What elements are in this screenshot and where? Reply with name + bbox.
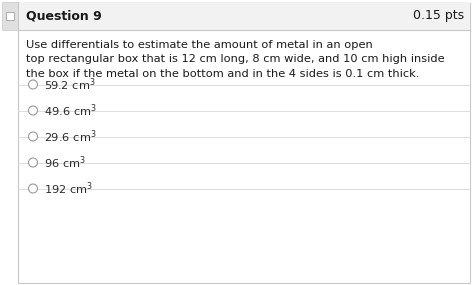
FancyBboxPatch shape [18,3,470,283]
Circle shape [28,132,37,141]
Circle shape [28,106,37,115]
Text: $\mathregular{59.2\ cm^{3}}$: $\mathregular{59.2\ cm^{3}}$ [44,76,96,93]
Text: $\mathregular{96\ cm^{3}}$: $\mathregular{96\ cm^{3}}$ [44,154,86,171]
Circle shape [28,184,37,193]
Text: Use differentials to estimate the amount of metal in an open: Use differentials to estimate the amount… [26,40,373,50]
FancyBboxPatch shape [18,2,470,30]
Text: Question 9: Question 9 [26,9,102,23]
Text: 0.15 pts: 0.15 pts [413,9,464,23]
FancyBboxPatch shape [2,2,18,30]
Text: $\mathregular{29.6\ cm^{3}}$: $\mathregular{29.6\ cm^{3}}$ [44,128,97,145]
Text: $\mathregular{49.6\ cm^{3}}$: $\mathregular{49.6\ cm^{3}}$ [44,102,97,119]
FancyBboxPatch shape [6,12,14,20]
Circle shape [28,80,37,89]
Circle shape [28,158,37,167]
Text: the box if the metal on the bottom and in the 4 sides is 0.1 cm thick.: the box if the metal on the bottom and i… [26,69,419,79]
Text: $\mathregular{192\ cm^{3}}$: $\mathregular{192\ cm^{3}}$ [44,180,93,197]
Text: top rectangular box that is 12 cm long, 8 cm wide, and 10 cm high inside: top rectangular box that is 12 cm long, … [26,54,445,64]
